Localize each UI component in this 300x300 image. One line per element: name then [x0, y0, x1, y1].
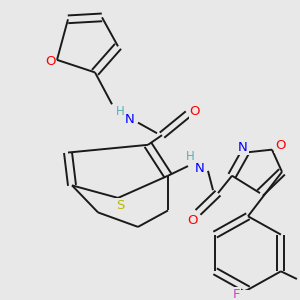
- Text: O: O: [275, 139, 285, 152]
- Text: O: O: [45, 55, 55, 68]
- Text: O: O: [188, 214, 198, 226]
- Text: H: H: [116, 106, 124, 118]
- Text: N: N: [125, 113, 135, 126]
- Text: N: N: [195, 163, 205, 176]
- Text: H: H: [186, 150, 194, 163]
- Text: O: O: [190, 104, 200, 118]
- Text: N: N: [238, 141, 248, 154]
- Text: S: S: [116, 199, 124, 212]
- Text: F: F: [232, 288, 240, 300]
